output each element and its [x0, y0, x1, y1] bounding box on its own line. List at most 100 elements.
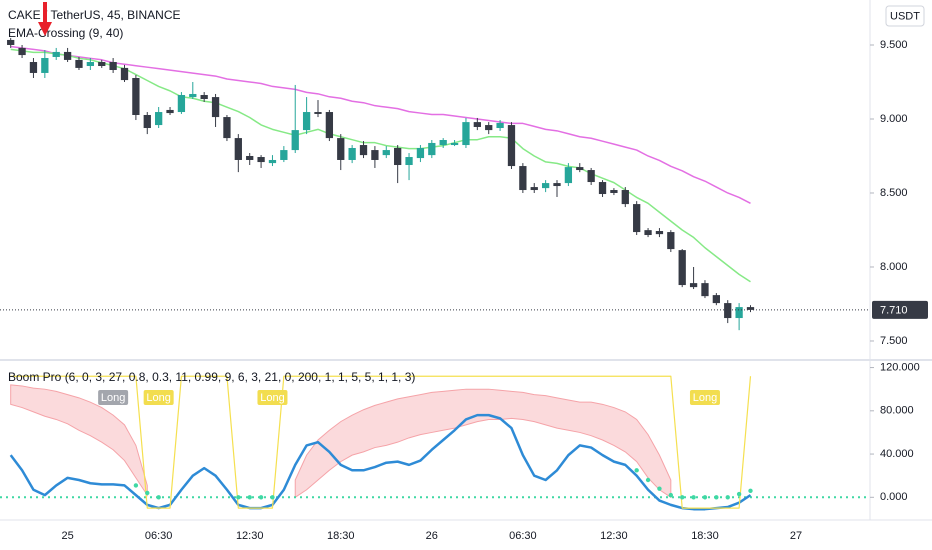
candle-body [610, 190, 618, 193]
y-tick-label: 8.500 [880, 187, 908, 199]
y-tick-label: 8.000 [880, 261, 908, 273]
candle-body [143, 114, 151, 129]
x-tick-label: 06:30 [509, 530, 537, 542]
last-price-label: 7.710 [880, 304, 908, 316]
candle-body [519, 166, 527, 191]
candle-body [166, 109, 174, 114]
candle-body [416, 147, 425, 159]
x-tick-label: 27 [790, 530, 802, 542]
candle-body [325, 112, 334, 139]
candle-body [678, 250, 686, 286]
unit-label: USDT [890, 10, 920, 22]
candle-body [473, 122, 481, 127]
candle-body [530, 187, 538, 191]
x-tick-label: 12:30 [600, 530, 628, 542]
candle-body [450, 142, 459, 146]
candle-body [587, 170, 595, 183]
marks: 9.500 9.000 8.500 8.000 7.500 120.000 80.000 40… [0, 38, 928, 542]
candle-body [689, 283, 698, 288]
candle-body [667, 232, 675, 250]
signal-label: Long [146, 392, 170, 404]
candle-body [86, 62, 95, 67]
candle-body [211, 97, 220, 118]
signal-label-box [689, 390, 720, 405]
candle-body [120, 67, 129, 81]
candle-body [712, 295, 720, 304]
signal-dot [736, 491, 742, 497]
signal-dot [236, 495, 241, 500]
candle-body [132, 77, 140, 115]
signal-dot [668, 492, 674, 498]
candle-body [348, 147, 356, 160]
candle-body [439, 140, 447, 146]
x-tick-label: 18:30 [691, 530, 719, 542]
y-tick-label: 9.500 [880, 39, 908, 51]
signal-dot [657, 486, 662, 491]
candle-body [462, 122, 470, 146]
candle-body [7, 39, 15, 45]
y-tick-label: 120.000 [880, 361, 920, 373]
candle-body [257, 157, 265, 163]
signal-dot [645, 477, 651, 483]
ema-line [10, 45, 751, 205]
candle-body [302, 112, 311, 131]
signal-label: Long [260, 392, 284, 404]
x-tick-label: 25 [61, 530, 73, 542]
candle-body [109, 62, 117, 71]
candle-body [405, 157, 413, 166]
candle-body [52, 51, 60, 57]
signal-label-box [98, 390, 129, 405]
signal-label: Long [101, 392, 125, 404]
unit-box[interactable] [885, 5, 925, 27]
signal-dot [748, 488, 753, 494]
y-tick-label: 0.000 [880, 491, 908, 503]
candle-body [98, 62, 106, 67]
arrow-head [38, 22, 52, 36]
candle-body [177, 95, 186, 113]
candle-body [291, 130, 299, 151]
candle-body [724, 303, 732, 319]
candle-body [382, 150, 390, 156]
signal-dot [270, 495, 275, 500]
candle-body [746, 307, 755, 310]
candle-body [314, 112, 322, 114]
candle-body [359, 145, 368, 156]
candle-body [394, 147, 402, 166]
signal-label-box [257, 390, 288, 405]
candle-body [200, 95, 208, 100]
last-price-tag [872, 300, 928, 319]
chart-title: CAKE / TetherUS, 45, BINANCE [8, 8, 181, 22]
oscillator-line [9, 413, 752, 511]
candle-body [280, 150, 288, 160]
candle-body [541, 183, 550, 189]
signal-dot [156, 495, 161, 500]
candle-body [564, 167, 573, 184]
candle-body [29, 62, 38, 73]
signal-dot [145, 490, 150, 496]
candle-body [337, 138, 345, 160]
x-tick-label: 12:30 [236, 530, 264, 542]
x-tick-label: 06:30 [145, 530, 173, 542]
candle-body [155, 112, 163, 126]
oscillator-title: Boom Pro (6, 0, 3, 27, 0.8, 0.3, 11, 0.9… [8, 370, 415, 384]
candle-body [63, 51, 72, 60]
candle-body [553, 183, 561, 187]
signal-dot [702, 495, 708, 500]
signal-dot [247, 495, 252, 500]
candle-body [633, 204, 641, 233]
signal-dot [714, 495, 719, 500]
candle-body [655, 231, 664, 235]
candle-body [621, 190, 629, 205]
candle-body [496, 122, 504, 129]
candle-body [41, 58, 49, 73]
candle-body [234, 138, 242, 160]
candle-body [18, 47, 26, 56]
candle-body [371, 150, 379, 160]
signal-label-box [143, 390, 174, 405]
candle-body [576, 167, 584, 171]
candle-body [485, 125, 493, 131]
candle-body [189, 93, 197, 98]
